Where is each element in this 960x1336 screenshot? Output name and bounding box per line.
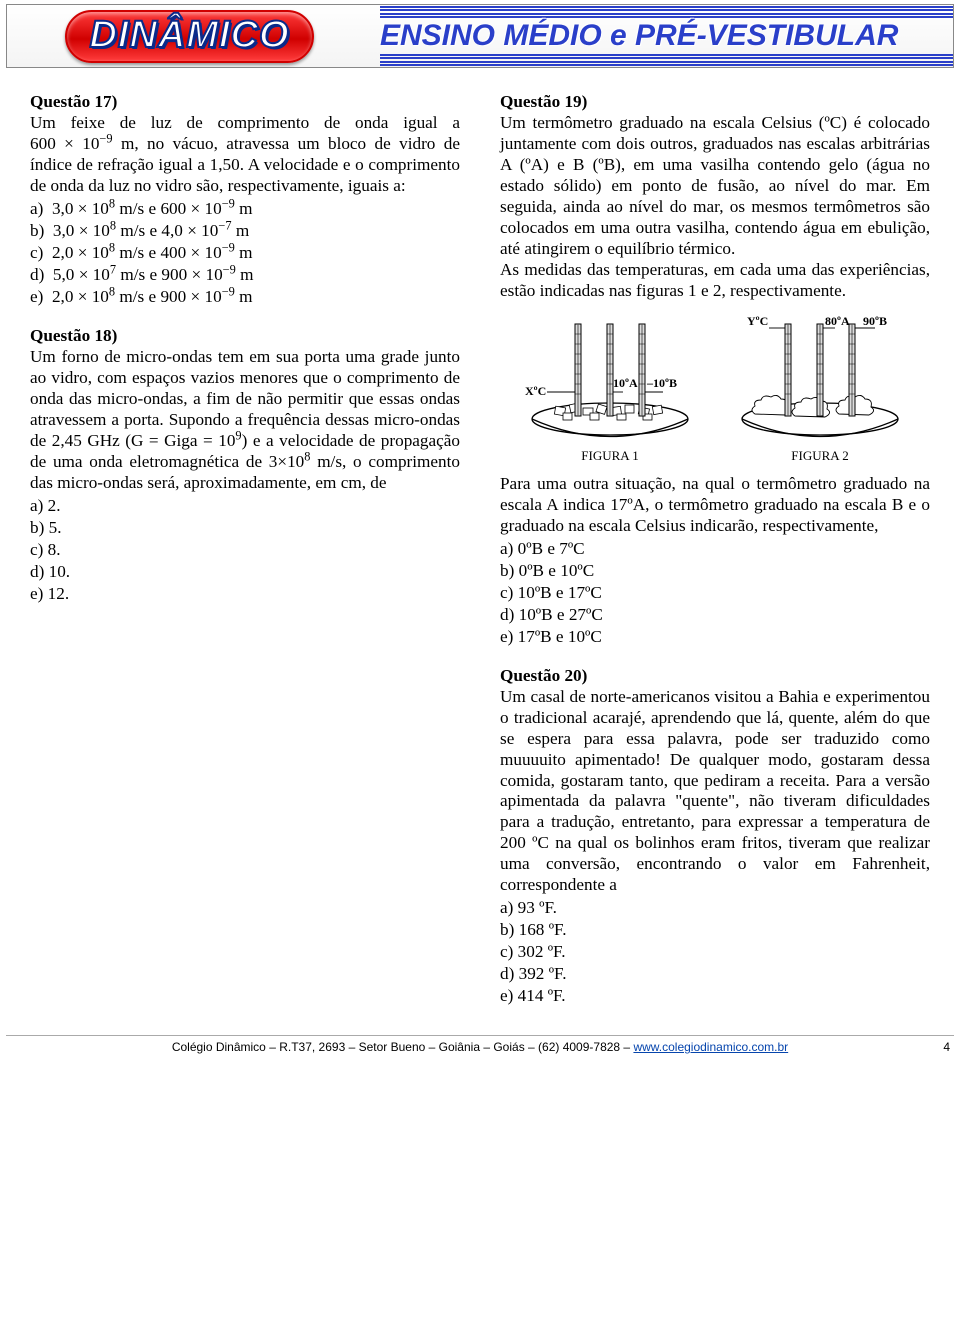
left-column: Questão 17) Um feixe de luz de comprimen… bbox=[30, 86, 460, 1007]
fig2-label-a: 80ºA bbox=[825, 314, 850, 329]
q17-opt-c: c) 2,0 × 108 m/s e 400 × 10−9 m bbox=[30, 243, 460, 264]
header-stripes-top bbox=[380, 5, 953, 19]
figure-2: YºC 80ºA 90ºB FIGURA 2 bbox=[730, 314, 910, 464]
page-footer: Colégio Dinâmico – R.T37, 2693 – Setor B… bbox=[6, 1035, 954, 1054]
q17-opt-e: e) 2,0 × 108 m/s e 900 × 10−9 m bbox=[30, 287, 460, 308]
logo-text: DINÂMICO bbox=[89, 14, 289, 56]
fig1-label-a: 10ºA bbox=[613, 376, 638, 391]
figure-1: XºC 10ºA –10ºB FIGURA 1 bbox=[520, 314, 700, 464]
footer-text: Colégio Dinâmico – R.T37, 2693 – Setor B… bbox=[172, 1040, 634, 1054]
q17-opt-d: d) 5,0 × 107 m/s e 900 × 10−9 m bbox=[30, 265, 460, 286]
q19-opt-e: e) 17ºB e 10ºC bbox=[500, 627, 930, 648]
fig2-caption: FIGURA 2 bbox=[791, 448, 848, 464]
q18-opt-e: e) 12. bbox=[30, 584, 460, 605]
q20-opt-e: e) 414 ºF. bbox=[500, 986, 930, 1007]
q19-body1: Um termômetro graduado na escala Celsius… bbox=[500, 113, 930, 260]
q19-opt-b: b) 0ºB e 10ºC bbox=[500, 561, 930, 582]
q17-opt-a: a) 3,0 × 108 m/s e 600 × 10−9 m bbox=[30, 199, 460, 220]
q17-opt-b: b) 3,0 × 108 m/s e 4,0 × 10−7 m bbox=[30, 221, 460, 242]
q20-opt-b: b) 168 ºF. bbox=[500, 920, 930, 941]
figure-2-svg bbox=[735, 314, 905, 444]
logo-container: DINÂMICO bbox=[7, 5, 372, 67]
q20-title: Questão 20) bbox=[500, 666, 930, 687]
q19-figure: XºC 10ºA –10ºB FIGURA 1 bbox=[500, 314, 930, 464]
q17-title: Questão 17) bbox=[30, 92, 460, 113]
fig2-label-c: YºC bbox=[747, 314, 768, 329]
q20-body: Um casal de norte-americanos visitou a B… bbox=[500, 687, 930, 897]
q20-options: a) 93 ºF. b) 168 ºF. c) 302 ºF. d) 392 º… bbox=[500, 898, 930, 1007]
q19-options: a) 0ºB e 7ºC b) 0ºB e 10ºC c) 10ºB e 17º… bbox=[500, 539, 930, 648]
q19-body2: As medidas das temperaturas, em cada uma… bbox=[500, 260, 930, 302]
header-subtitle: ENSINO MÉDIO e PRÉ-VESTIBULAR bbox=[380, 19, 953, 53]
q19-body3: Para uma outra situação, na qual o termô… bbox=[500, 474, 930, 537]
q18-opt-d: d) 10. bbox=[30, 562, 460, 583]
q18-body: Um forno de micro-ondas tem em sua porta… bbox=[30, 347, 460, 494]
q18-opt-c: c) 8. bbox=[30, 540, 460, 561]
q18-opt-b: b) 5. bbox=[30, 518, 460, 539]
page-content: Questão 17) Um feixe de luz de comprimen… bbox=[0, 78, 960, 1007]
q18-title: Questão 18) bbox=[30, 326, 460, 347]
fig2-label-b: 90ºB bbox=[863, 314, 887, 329]
q18-options: a) 2. b) 5. c) 8. d) 10. e) 12. bbox=[30, 496, 460, 605]
logo-pill: DINÂMICO bbox=[65, 10, 313, 63]
fig1-label-b: –10ºB bbox=[647, 376, 677, 391]
q20-opt-a: a) 93 ºF. bbox=[500, 898, 930, 919]
q19-title: Questão 19) bbox=[500, 92, 930, 113]
header-right: ENSINO MÉDIO e PRÉ-VESTIBULAR bbox=[372, 5, 953, 67]
q19-opt-a: a) 0ºB e 7ºC bbox=[500, 539, 930, 560]
fig1-caption: FIGURA 1 bbox=[581, 448, 638, 464]
header-stripes-bottom bbox=[380, 53, 953, 67]
page-header: DINÂMICO ENSINO MÉDIO e PRÉ-VESTIBULAR bbox=[6, 4, 954, 68]
fig1-label-c: XºC bbox=[525, 384, 546, 399]
footer-link[interactable]: www.colegiodinamico.com.br bbox=[633, 1040, 788, 1054]
q20-opt-d: d) 392 ºF. bbox=[500, 964, 930, 985]
right-column: Questão 19) Um termômetro graduado na es… bbox=[500, 86, 930, 1007]
q17-body: Um feixe de luz de comprimento de onda i… bbox=[30, 113, 460, 197]
q19-opt-d: d) 10ºB e 27ºC bbox=[500, 605, 930, 626]
q18-opt-a: a) 2. bbox=[30, 496, 460, 517]
q17-options: a) 3,0 × 108 m/s e 600 × 10−9 m b) 3,0 ×… bbox=[30, 199, 460, 308]
q19-opt-c: c) 10ºB e 17ºC bbox=[500, 583, 930, 604]
page-number: 4 bbox=[943, 1040, 950, 1054]
q20-opt-c: c) 302 ºF. bbox=[500, 942, 930, 963]
